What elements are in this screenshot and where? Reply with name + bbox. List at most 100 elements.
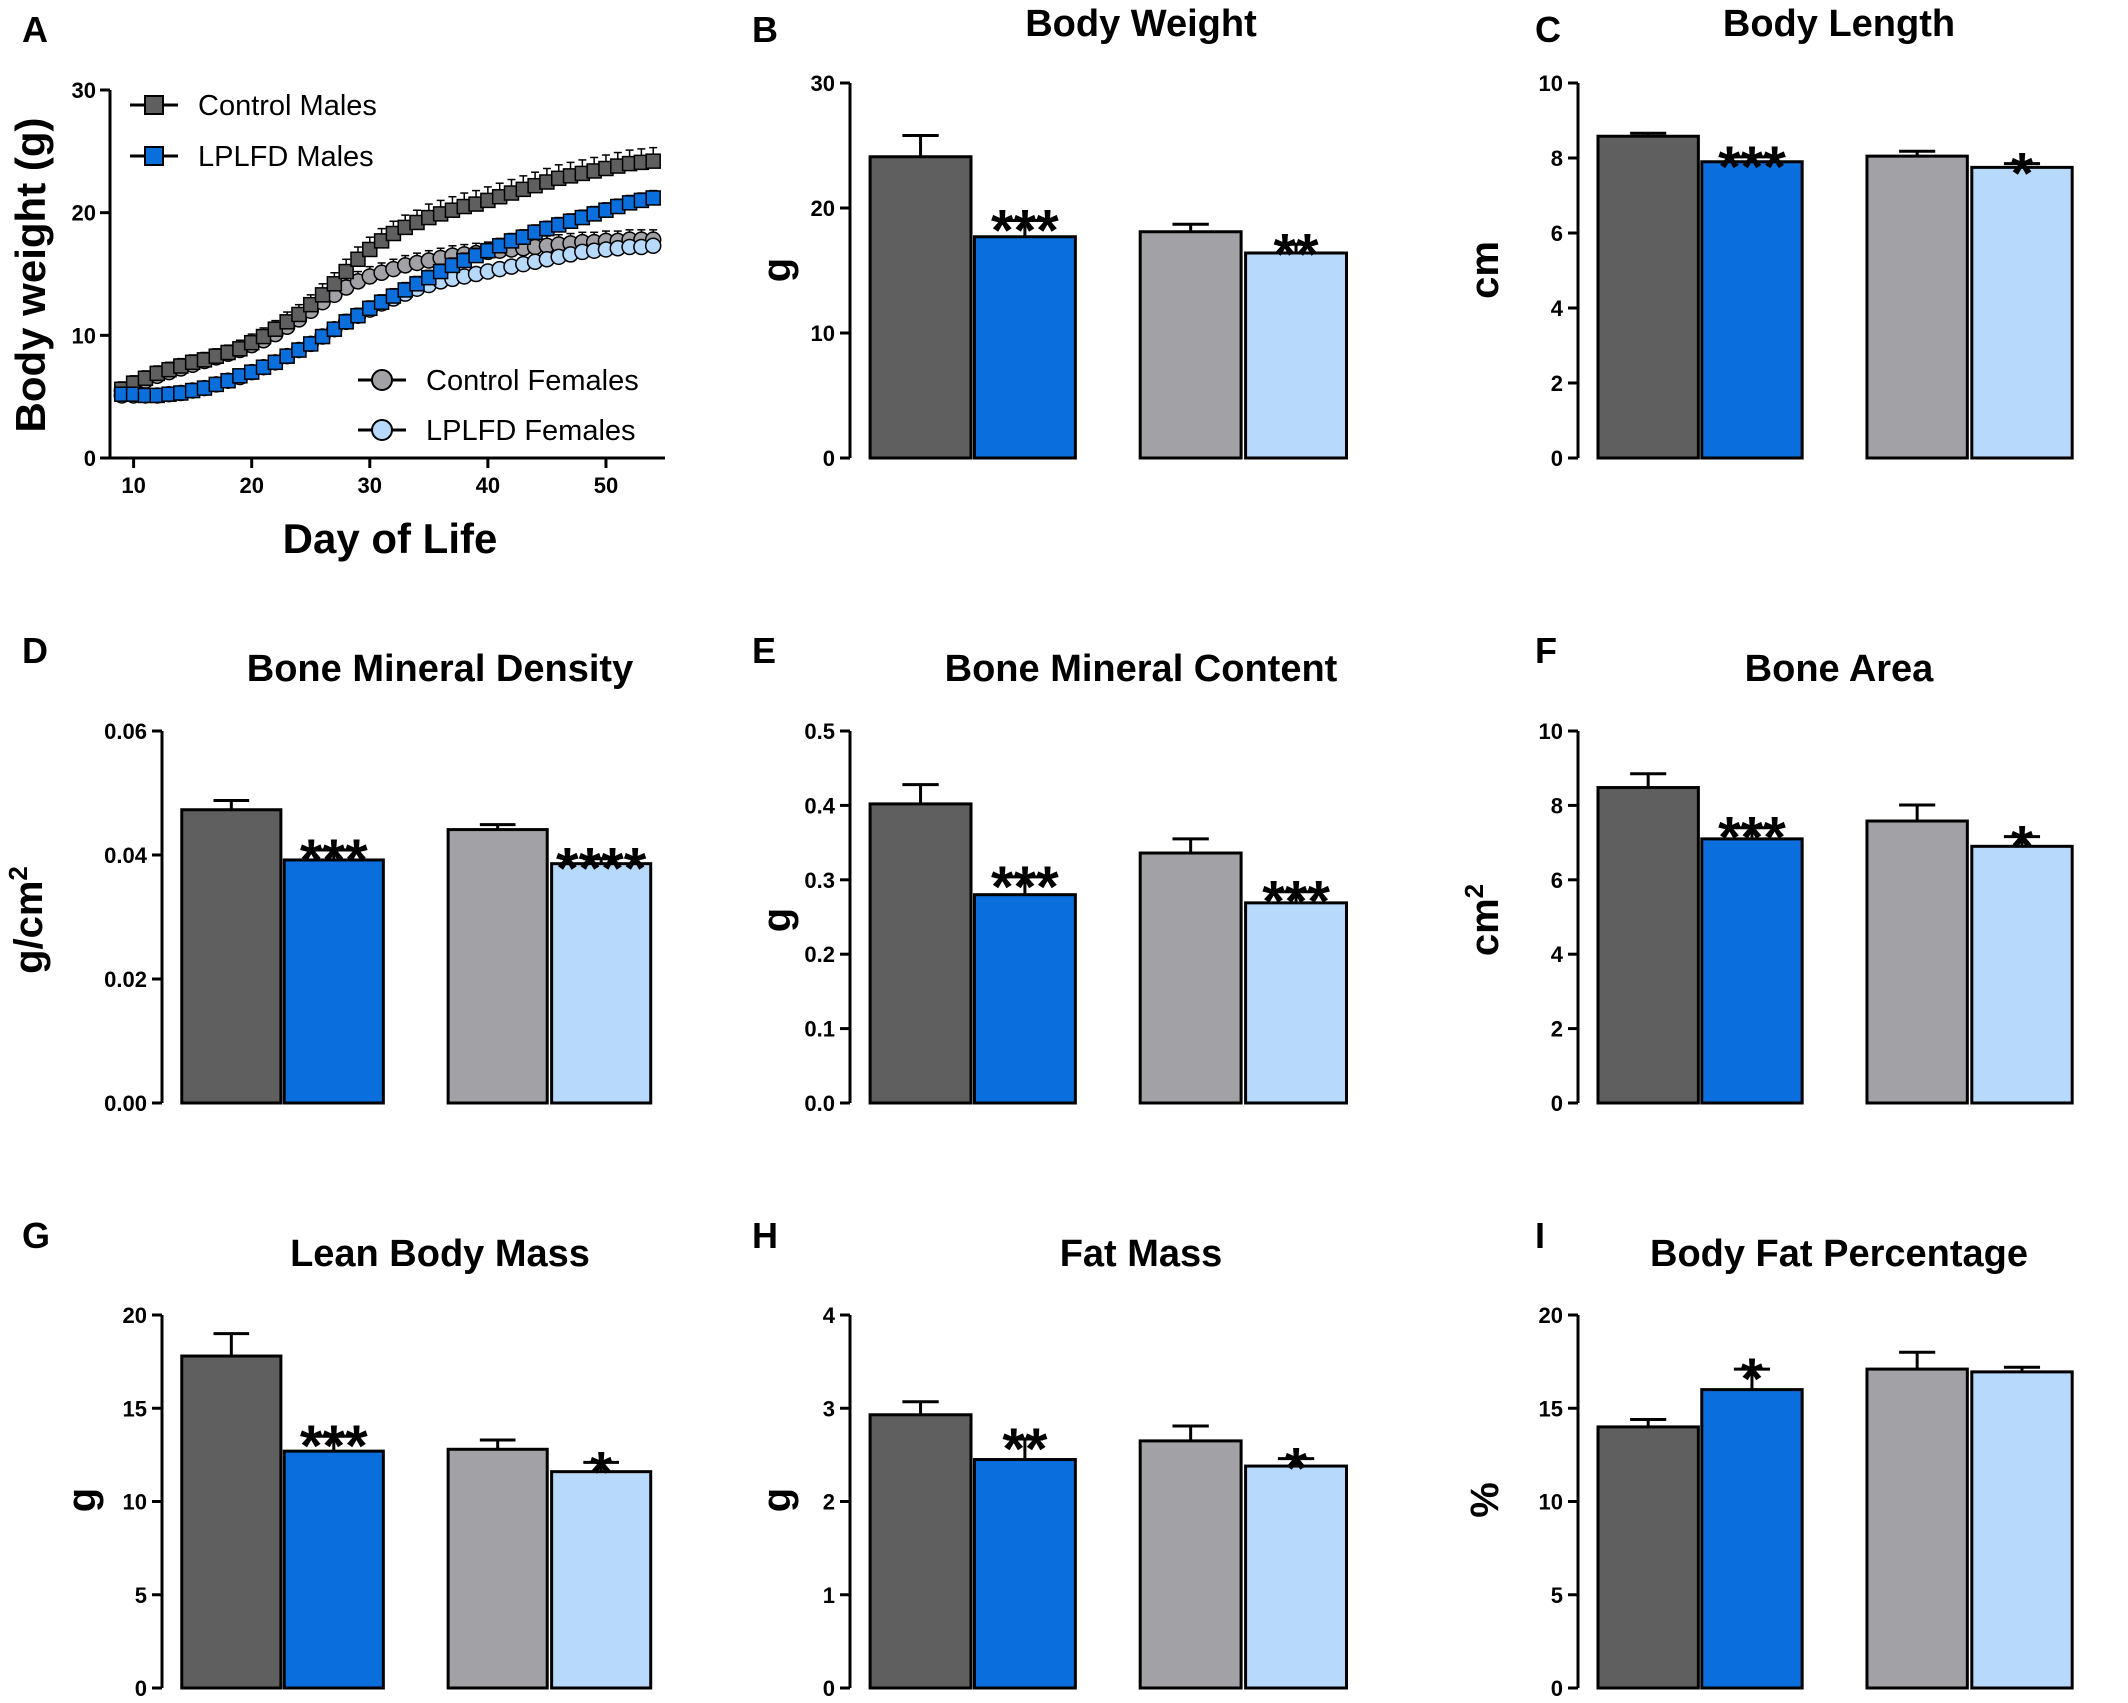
significance-label: * xyxy=(590,1440,613,1505)
significance-label: *** xyxy=(300,828,368,893)
bar-lplfd-males xyxy=(282,1449,385,1690)
y-axis-label: % xyxy=(1463,1482,1507,1518)
bar-lplfd-females xyxy=(1244,901,1349,1105)
data-point xyxy=(645,190,661,206)
panel-title: Body Fat Percentage xyxy=(1650,1233,2028,1275)
y-tick-label: 6 xyxy=(1551,221,1563,246)
y-tick-label: 0 xyxy=(1551,1676,1563,1701)
y-tick-label: 0.02 xyxy=(104,967,147,992)
legend-item: Control Males xyxy=(130,90,377,122)
panel-letter: C xyxy=(1535,9,1561,50)
legend-label: Control Males xyxy=(198,90,377,122)
data-point xyxy=(326,276,343,292)
significance-label: ** xyxy=(1002,1417,1048,1482)
y-axis-label: g xyxy=(755,258,799,282)
bar-control-females xyxy=(1138,1439,1243,1690)
y-axis-label-text: % xyxy=(1463,1482,1507,1518)
y-axis-label-text: cm xyxy=(1463,898,1507,956)
significance-label: *** xyxy=(1262,870,1330,935)
y-tick-label: 30 xyxy=(72,78,96,103)
y-tick-label: 0.0 xyxy=(804,1091,835,1116)
bar-control-females xyxy=(1865,154,1969,460)
panel-title: Bone Mineral Density xyxy=(247,648,633,690)
y-tick-label: 5 xyxy=(1551,1583,1563,1608)
bar-lplfd-females xyxy=(1970,1370,2074,1690)
y-axis-label-superscript: 2 xyxy=(3,866,33,880)
bar-lplfd-females xyxy=(550,1470,653,1690)
y-tick-label: 10 xyxy=(1539,71,1563,96)
bar-control-females xyxy=(446,1447,549,1690)
y-tick-label: 0.5 xyxy=(804,719,835,744)
y-tick-label: 2 xyxy=(823,1490,835,1515)
x-tick-label: 50 xyxy=(594,473,618,498)
data-point xyxy=(645,153,661,169)
legend-marker xyxy=(371,419,393,441)
bar-control-females xyxy=(1138,230,1243,460)
panel-letter: B xyxy=(752,9,778,50)
y-axis-label-text: g/cm xyxy=(7,881,51,974)
bar-lplfd-males xyxy=(1700,1388,1804,1690)
y-axis-label-text: g xyxy=(755,1488,799,1512)
legend-marker xyxy=(144,95,164,115)
y-tick-label: 2 xyxy=(1551,371,1563,396)
y-tick-label: 30 xyxy=(811,71,835,96)
y-tick-label: 0.1 xyxy=(804,1017,835,1042)
bar-lplfd-females xyxy=(550,862,653,1105)
y-tick-label: 4 xyxy=(823,1303,836,1328)
y-tick-label: 0 xyxy=(135,1676,147,1701)
legend-label: Control Females xyxy=(426,365,639,397)
y-axis-label: g xyxy=(755,1488,799,1512)
y-tick-label: 0 xyxy=(1551,446,1563,471)
data-point xyxy=(350,251,366,268)
significance-label: ** xyxy=(1273,222,1319,287)
y-axis-label-text: g xyxy=(755,258,799,282)
significance-label: **** xyxy=(556,837,647,902)
bar-control-females xyxy=(1138,851,1243,1105)
bar-control-males xyxy=(868,155,973,460)
bar-control-females xyxy=(1865,819,1969,1105)
bar-lplfd-males xyxy=(1700,160,1804,460)
bar-lplfd-females xyxy=(1244,1464,1349,1690)
panel-title: Bone Mineral Content xyxy=(945,648,1338,690)
y-axis-label-superscript: 2 xyxy=(1459,884,1489,898)
x-tick-label: 10 xyxy=(121,473,145,498)
y-axis-label-text: g xyxy=(755,908,799,932)
bar-control-males xyxy=(1596,786,1700,1105)
significance-label: *** xyxy=(991,199,1059,264)
y-tick-label: 0.04 xyxy=(104,843,148,868)
x-tick-label: 30 xyxy=(358,473,382,498)
significance-label: *** xyxy=(1718,135,1786,200)
panel-title: Body Length xyxy=(1723,3,1955,45)
y-tick-label: 15 xyxy=(123,1396,147,1421)
significance-label: * xyxy=(2011,815,2034,880)
significance-label: * xyxy=(2011,142,2034,207)
y-tick-label: 6 xyxy=(1551,868,1563,893)
x-axis-label: Day of Life xyxy=(283,515,498,562)
series-control-males xyxy=(114,146,661,398)
legend-label: LPLFD Females xyxy=(426,415,636,447)
bar-control-females xyxy=(446,828,549,1105)
bar-control-males xyxy=(180,808,283,1105)
y-tick-label: 20 xyxy=(72,201,96,226)
legend-item: Control Females xyxy=(358,365,639,397)
significance-label: * xyxy=(1285,1437,1308,1502)
bar-lplfd-females xyxy=(1970,165,2074,460)
panel-letter: H xyxy=(752,1215,778,1256)
y-tick-label: 8 xyxy=(1551,146,1563,171)
bar-lplfd-males xyxy=(972,1458,1077,1690)
y-axis-label-text: cm xyxy=(1463,241,1507,299)
panel-letter: D xyxy=(22,630,48,671)
y-tick-label: 1 xyxy=(823,1583,835,1608)
y-axis-label: cm2 xyxy=(1459,884,1507,956)
legend-label: LPLFD Males xyxy=(198,141,374,173)
y-tick-label: 8 xyxy=(1551,793,1563,818)
y-tick-label: 0.2 xyxy=(804,942,835,967)
y-tick-label: 4 xyxy=(1551,296,1564,321)
y-tick-label: 0 xyxy=(84,446,96,471)
panel-title: Body Weight xyxy=(1025,3,1257,45)
bar-lplfd-males xyxy=(1700,837,1804,1105)
